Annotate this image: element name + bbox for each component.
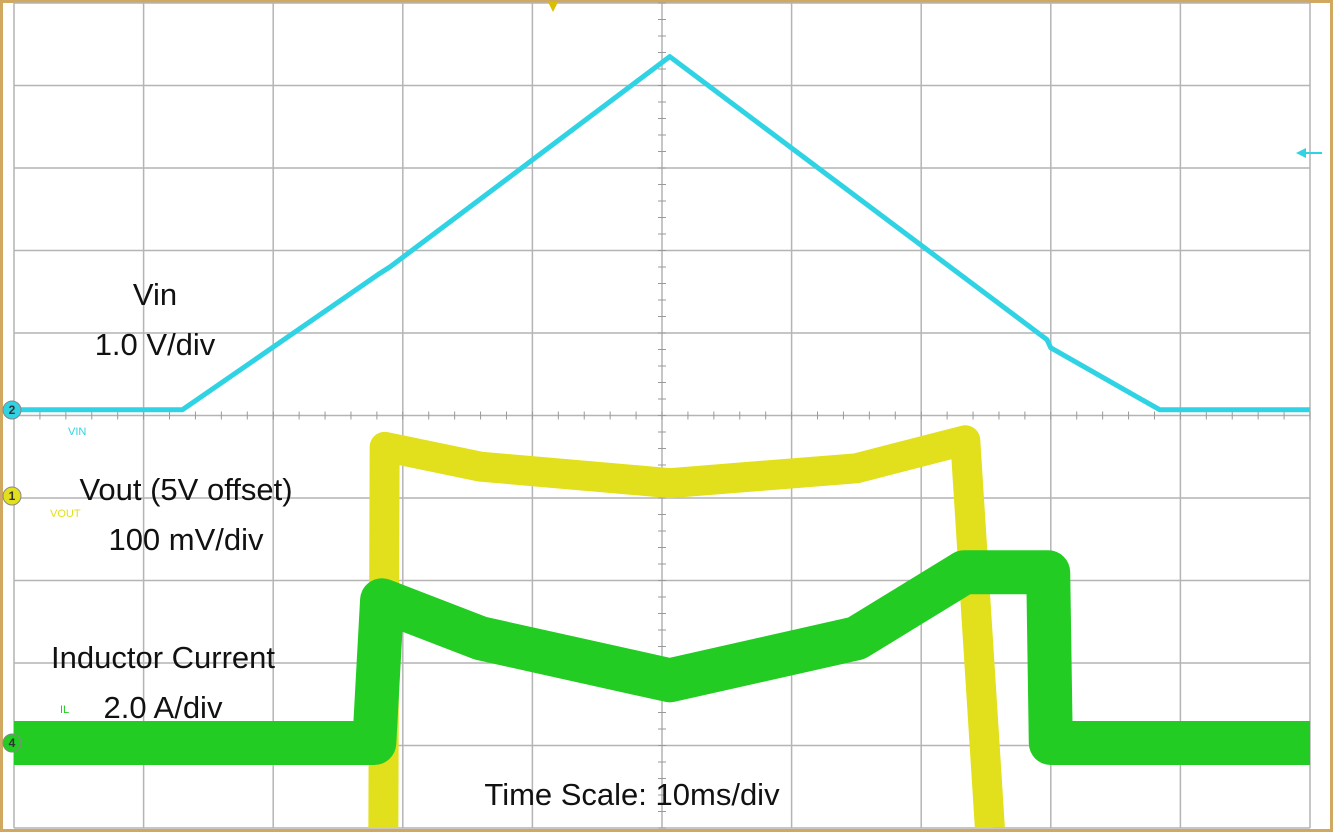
traces [14, 54, 1310, 828]
level-marker [1296, 148, 1306, 158]
time-scale: Time Scale: 10ms/div [484, 777, 780, 812]
series-scale: 100 mV/div [108, 522, 264, 557]
trace [14, 550, 1310, 766]
channel-marker [2, 400, 22, 420]
channel-number: 2 [9, 403, 16, 417]
trace [14, 54, 1310, 413]
grid [13, 2, 1311, 829]
series-name: Vout (5V offset) [79, 472, 292, 507]
channel-number: 1 [9, 489, 16, 503]
series-scale: 1.0 V/div [95, 327, 216, 362]
channel-marker [2, 486, 22, 506]
trace [368, 425, 1005, 828]
series-name: Inductor Current [51, 640, 275, 675]
series-tag: IL [60, 704, 69, 716]
labels: Vin 1.0 V/div VIN 2 Vout (5V offset) 100 mV/d… [2, 277, 293, 753]
series-scale: 2.0 A/div [104, 690, 223, 725]
channel-marker [2, 733, 22, 753]
series-tag: VOUT [50, 508, 81, 520]
trigger-marker [548, 2, 558, 12]
channel-number: 4 [9, 736, 16, 750]
series-tag: VIN [68, 426, 86, 438]
series-name: Vin [133, 277, 177, 312]
